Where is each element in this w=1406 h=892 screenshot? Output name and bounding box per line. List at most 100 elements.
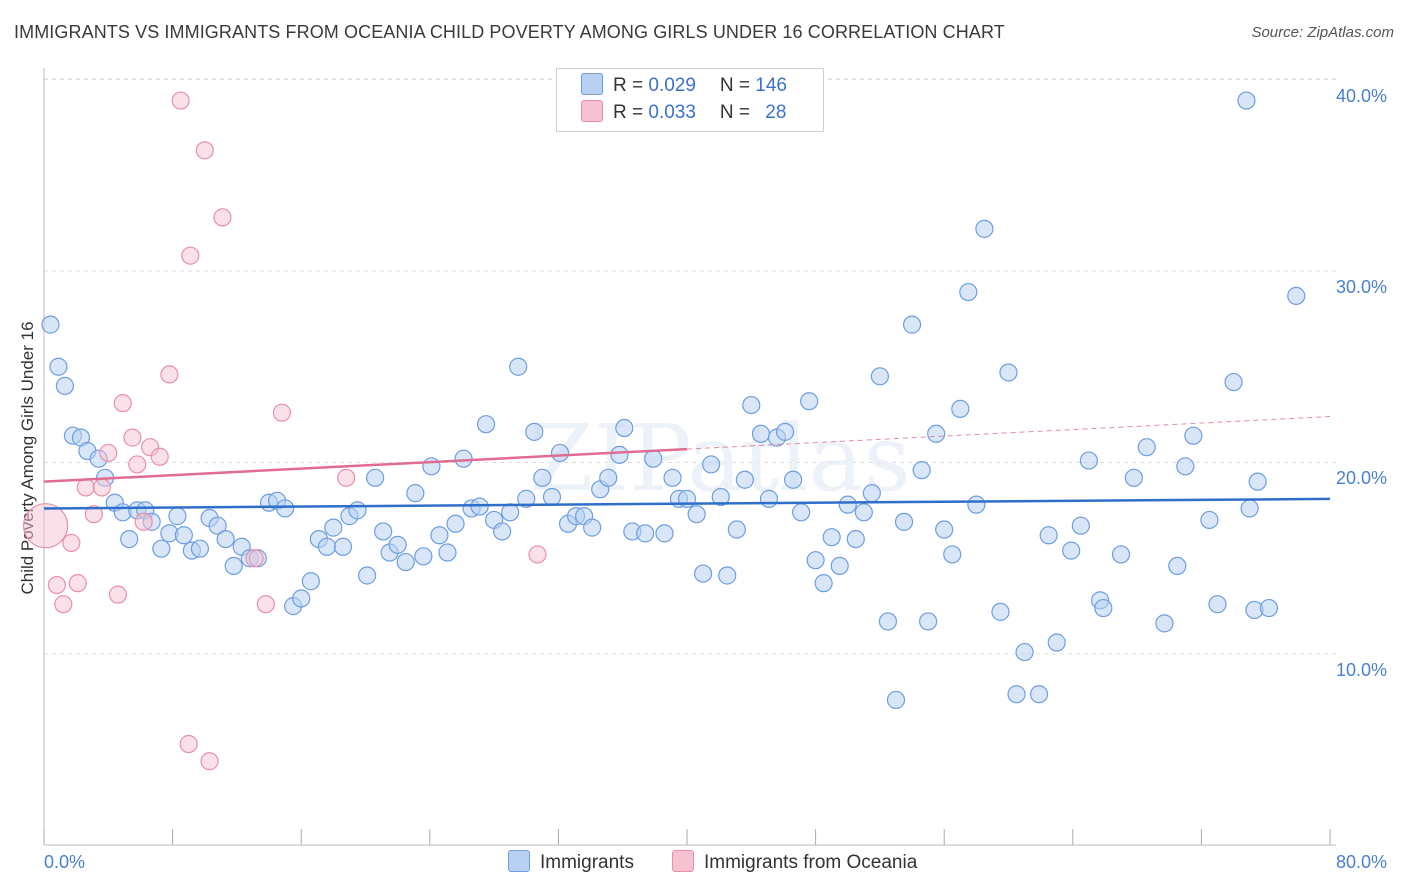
oceania-point [47,575,66,595]
immigrants-point [1248,472,1267,491]
oceania-point [337,468,356,487]
oceania-point [23,503,69,549]
immigrants-point [783,470,803,489]
immigrants-point [55,376,74,395]
oceania-point [123,428,142,447]
immigrants-point [152,539,171,558]
oceania-legend-label: Immigrants from Oceania [704,852,918,874]
oceania-point [92,478,111,497]
oceania-point [200,752,219,771]
immigrants-point [742,395,761,415]
immigrants-point [292,589,311,608]
immigrants-point [1137,438,1156,457]
immigrants-point [636,524,655,543]
immigrants-point [894,512,914,531]
immigrants-point [814,574,833,593]
oceania-point [113,394,132,413]
oceania-point [181,246,200,265]
immigrants-point [663,468,682,487]
immigrants-point [366,468,385,487]
correlation-legend: R = 0.029 N = 146 R = 0.033 N = 28 [556,68,824,132]
immigrants-point [655,524,674,543]
immigrants-point [406,484,425,503]
immigrants-point [912,461,931,480]
immigrants-point [792,503,811,522]
immigrants-point [333,537,353,556]
immigrants-point [610,445,629,464]
immigrants-point [1007,685,1026,704]
immigrants-point [975,219,994,238]
immigrants-point [644,449,663,468]
y-tick-label-10: 10.0% [1336,660,1388,680]
axes [43,68,1336,846]
immigrants-point [1237,91,1256,110]
oceania-point [99,443,118,463]
immigrants-point [454,449,473,468]
immigrants-point [542,487,562,507]
immigrants-point [1029,685,1049,704]
immigrants-point [358,566,377,585]
immigrants-point [476,415,496,434]
immigrants-point [41,315,60,334]
y-tick-label-40: 40.0% [1336,86,1388,106]
immigrants-point [388,535,407,554]
oceania-point [179,734,198,754]
immigrants-point [1039,526,1058,545]
legend-row-oceania: R = 0.033 N = 28 [581,100,787,126]
r-label: R = [613,75,649,97]
immigrants-point [959,282,978,302]
immigrants-point [878,612,898,631]
immigrants-point [935,520,954,539]
immigrants-point [414,547,433,566]
immigrants-point [1111,545,1131,564]
immigrants-point [759,489,779,508]
oceania-point [213,208,232,227]
immigrants-point [190,539,210,558]
immigrants-point [1094,598,1113,618]
immigrants-point [1200,510,1219,530]
oceania-point [195,141,214,160]
immigrants-point [999,363,1018,382]
oceania-swatch [581,100,603,122]
r-value: 0.029 [648,75,696,97]
n-value: 28 [765,102,787,124]
immigrants-point [1015,642,1034,662]
immigrants-point [1184,426,1203,445]
immigrants-point [470,497,489,516]
immigrants-point [533,468,552,487]
immigrants-point [422,457,441,476]
immigrants-point [1155,614,1174,633]
n-value: 146 [755,75,787,97]
source-credit: Source: ZipAtlas.com [1251,24,1394,41]
r-label: R = [613,102,649,124]
immigrants-point [276,499,295,518]
oceania-point [84,505,103,524]
immigrants-point [430,526,449,545]
immigrants-point [902,315,922,334]
n-label: N = [719,102,756,124]
immigrants-point [374,522,393,541]
immigrants-point [525,422,544,441]
immigrants-point [718,566,737,585]
immigrants-legend-label: Immigrants [540,852,634,874]
legend-row-immigrants: R = 0.029 N = 146 [581,73,787,99]
immigrants-point [1168,556,1187,576]
immigrants-point [702,455,721,474]
oceania-point [108,585,128,604]
oceania-point [245,549,264,568]
x-tick-label-max: 80.0% [1336,852,1388,872]
immigrants-point [438,543,457,562]
oceania-trend-line [43,447,688,483]
immigrants-point [301,572,320,591]
immigrants-point [1176,457,1195,476]
immigrants-point [727,520,746,539]
immigrants-point [550,443,570,463]
immigrants-point [830,556,849,576]
oceania-point [134,512,153,531]
immigrants-point [687,505,706,524]
immigrants-point [396,552,415,572]
n-label: N = [719,75,756,97]
immigrants-point [49,357,68,376]
immigrants-point [517,489,536,508]
oceania-points [23,91,547,771]
